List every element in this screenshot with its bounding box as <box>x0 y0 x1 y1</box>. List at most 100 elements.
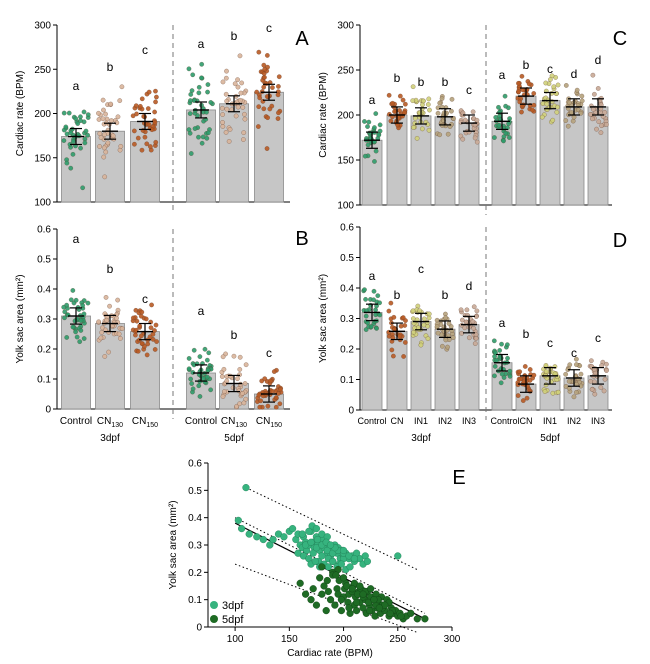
data-point <box>555 104 560 110</box>
data-point <box>412 121 418 126</box>
data-point <box>241 137 246 142</box>
data-point <box>132 128 137 134</box>
y-tick-label: 0.5 <box>340 253 354 264</box>
data-point <box>604 361 609 367</box>
data-point <box>228 373 233 379</box>
data-point <box>104 317 110 323</box>
right-x-axis-labels: Control CN IN1 IN2 IN3 Control CN IN1 IN… <box>357 416 605 444</box>
data-point <box>373 312 378 318</box>
data-point <box>398 323 404 329</box>
data-point <box>188 98 193 103</box>
scatter-point <box>307 538 315 546</box>
data-point <box>102 174 107 180</box>
y-axis-title: Yolk sac area (mm²) <box>318 274 329 363</box>
group-label-5dpf: 5dpf <box>224 433 244 444</box>
bar <box>361 139 383 206</box>
data-point <box>517 369 522 375</box>
data-point <box>61 138 67 143</box>
scatter-point <box>356 582 364 590</box>
data-point <box>273 404 279 410</box>
data-point <box>460 110 466 116</box>
data-point <box>224 98 229 104</box>
scatter-point <box>313 535 322 544</box>
y-tick-label: 0.5 <box>188 486 202 497</box>
data-point <box>422 316 427 322</box>
data-point <box>579 98 585 104</box>
data-point <box>497 110 502 115</box>
data-point <box>567 362 573 368</box>
data-point <box>223 91 229 97</box>
data-point <box>392 109 397 114</box>
y-axis-title: Yolk sac area (mm²) <box>168 500 179 589</box>
significance-letter: c <box>418 262 424 276</box>
data-point <box>435 105 441 111</box>
data-point <box>189 381 194 386</box>
data-point <box>555 389 561 395</box>
scatter-point <box>245 530 253 538</box>
data-point <box>362 119 367 124</box>
scatter-point <box>329 557 337 566</box>
data-point <box>204 136 210 141</box>
data-point <box>414 136 420 141</box>
y-tick-label: 0.4 <box>37 285 51 296</box>
data-point <box>100 116 106 122</box>
data-point <box>374 326 379 331</box>
data-point <box>197 354 203 359</box>
data-point <box>371 297 376 303</box>
data-point <box>239 80 244 86</box>
significance-letter: b <box>523 58 530 72</box>
data-point <box>262 75 267 80</box>
data-point <box>152 347 158 352</box>
data-point <box>372 125 377 130</box>
y-tick-label: 0.2 <box>340 345 354 356</box>
data-point <box>238 90 244 96</box>
y-tick-label: 0.3 <box>340 314 354 325</box>
data-point <box>116 331 122 337</box>
scatter-point <box>234 516 242 525</box>
bar <box>95 130 125 203</box>
data-point <box>235 104 241 110</box>
data-point <box>235 77 240 82</box>
scatter-point <box>326 541 335 549</box>
scatter-point <box>238 524 246 533</box>
data-point <box>188 92 194 97</box>
data-point <box>85 300 91 306</box>
data-point <box>64 160 70 166</box>
data-point <box>104 116 110 122</box>
data-point <box>386 308 392 314</box>
significance-letter: b <box>394 71 401 85</box>
data-point <box>426 96 432 102</box>
data-point <box>566 378 572 384</box>
data-point <box>220 354 226 360</box>
data-point <box>237 372 242 377</box>
data-point <box>276 84 281 89</box>
data-point <box>579 93 585 99</box>
data-point <box>186 66 192 72</box>
data-point <box>400 97 406 103</box>
scatter-point <box>352 606 361 615</box>
significance-letter: b <box>231 328 238 342</box>
data-point <box>115 114 121 120</box>
data-point <box>411 329 416 335</box>
data-point <box>375 293 381 298</box>
data-point <box>75 121 81 126</box>
data-point <box>592 391 598 397</box>
data-point <box>191 347 197 353</box>
significance-letter: a <box>369 269 376 283</box>
data-point <box>265 115 270 120</box>
group-label-3dpf: 3dpf <box>100 433 120 444</box>
data-point <box>463 319 469 325</box>
data-point <box>591 106 596 112</box>
scatter-point <box>339 574 348 582</box>
data-point <box>192 126 198 131</box>
x-tick-label: Control <box>60 416 92 427</box>
data-point <box>569 110 574 115</box>
scatter-point <box>332 571 340 579</box>
data-point <box>397 108 402 113</box>
data-point <box>589 358 594 364</box>
data-point <box>232 81 238 87</box>
data-point <box>604 122 609 127</box>
data-point <box>208 100 214 105</box>
data-point <box>437 100 443 106</box>
